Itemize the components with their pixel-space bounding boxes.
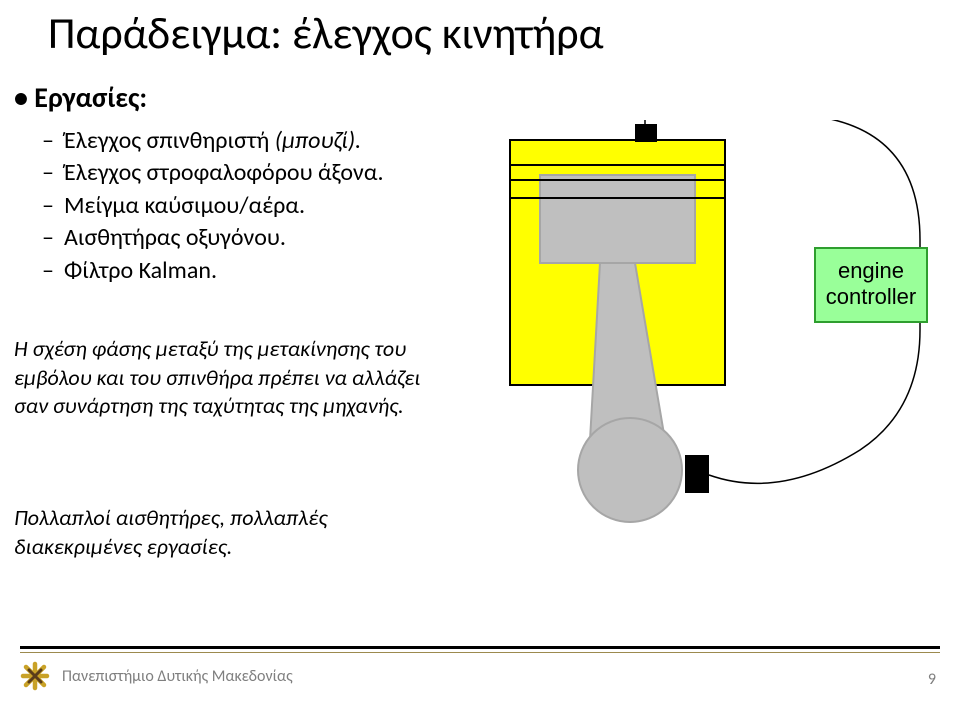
engine-diagram: engine controller — [480, 120, 930, 550]
sub-item: Έλεγχος σπινθηριστή (μπουζί). — [42, 125, 434, 157]
bullet-block: • Εργασίες: Έλεγχος σπινθηριστή (μπουζί)… — [14, 80, 434, 287]
sub-item: Αισθητήρας οξυγόνου. — [42, 222, 434, 254]
sub-item-italic: (μπουζί). — [275, 126, 361, 155]
university-logo — [20, 661, 50, 691]
bullet-main: • Εργασίες: — [14, 80, 434, 115]
sub-item-prefix: Έλεγχος σπινθηριστή — [64, 126, 275, 155]
paragraph-2: Πολλαπλοί αισθητήρες, πολλαπλές διακεκρι… — [14, 504, 444, 561]
slide-title: Παράδειγμα: έλεγχος κινητήρα — [48, 6, 604, 60]
sub-list: Έλεγχος σπινθηριστή (μπουζί). Έλεγχος στ… — [42, 125, 434, 287]
paragraph-1: Η σχέση φάσης μεταξύ της μετακίνησης του… — [14, 335, 444, 421]
bullet-main-text: Εργασίες: — [34, 80, 147, 115]
engine-label: engine — [838, 258, 904, 283]
page-number: 9 — [928, 670, 936, 689]
university-name: Πανεπιστήμιο Δυτικής Μακεδονίας — [62, 667, 293, 686]
sub-item: Φίλτρο Kalman. — [42, 255, 434, 287]
sub-item: Μείγμα καύσιμου/αέρα. — [42, 190, 434, 222]
sub-item: Έλεγχος στροφαλοφόρου άξονα. — [42, 157, 434, 189]
footer-rule-1 — [20, 646, 940, 649]
footer-rule-2 — [20, 652, 940, 653]
controller-label: controller — [826, 284, 916, 309]
footer: Πανεπιστήμιο Δυτικής Μακεδονίας — [20, 661, 293, 691]
